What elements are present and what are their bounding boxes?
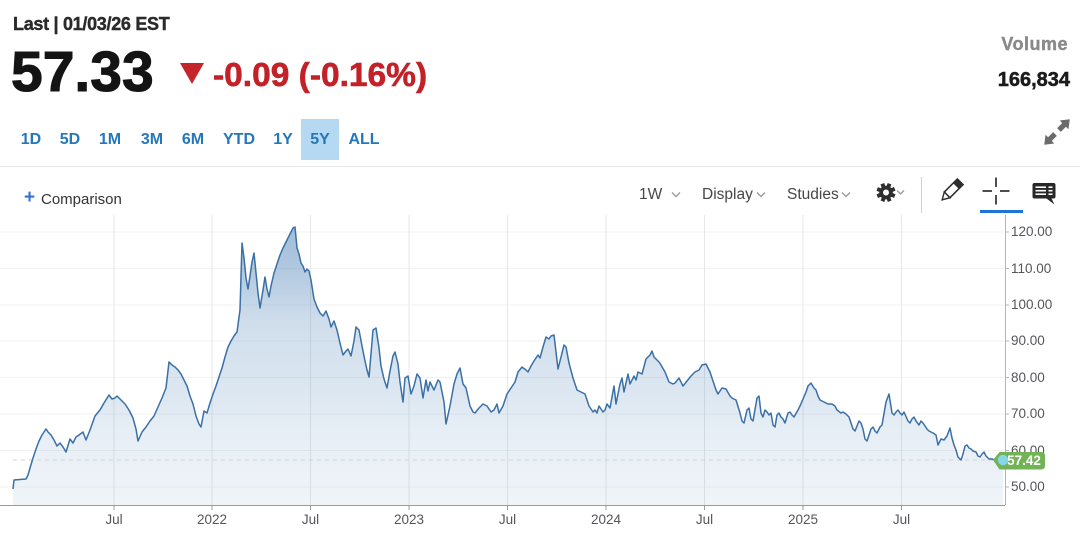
svg-text:57.42: 57.42 (1007, 453, 1041, 468)
